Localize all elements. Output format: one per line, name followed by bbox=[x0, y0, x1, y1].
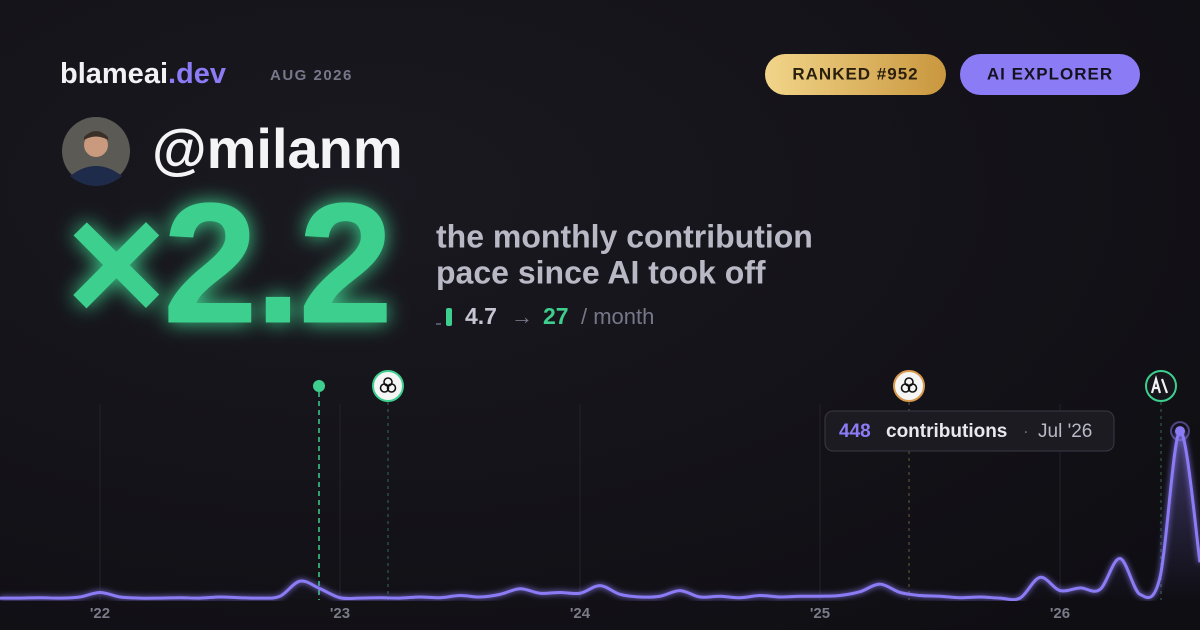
avatar bbox=[62, 117, 130, 186]
brand-tld: .dev bbox=[168, 58, 226, 90]
peak-point bbox=[1175, 426, 1185, 437]
stat-before: 4.7 bbox=[465, 303, 497, 329]
stat-arrow: → bbox=[511, 304, 533, 329]
event-dot bbox=[313, 380, 325, 392]
brand-name: blameai bbox=[60, 58, 168, 90]
tooltip-date: Jul '26 bbox=[1038, 421, 1092, 442]
explorer-badge-text: AI EXPLORER bbox=[987, 64, 1113, 83]
rank-badge-text: RANKED #952 bbox=[792, 64, 918, 83]
line-chart: 448 contributions · Jul '26 bbox=[0, 410, 1200, 601]
trend-icon bbox=[446, 308, 452, 326]
event-markers bbox=[313, 370, 1177, 600]
brand: blameai.dev bbox=[60, 58, 226, 90]
stat-after: 27 bbox=[543, 303, 569, 329]
x-tick-label: '22 bbox=[90, 605, 110, 622]
rank-badge bbox=[765, 54, 946, 95]
openai-glyph bbox=[900, 377, 918, 393]
trend-icon bbox=[436, 323, 441, 325]
caption-line: the monthly contribution bbox=[436, 218, 813, 254]
anthropic-icon bbox=[1145, 370, 1177, 402]
x-tick-label: '23 bbox=[330, 605, 350, 622]
tooltip-label: contributions bbox=[886, 421, 1007, 442]
x-tick-label: '24 bbox=[570, 605, 591, 622]
peak-halo bbox=[1170, 421, 1190, 442]
tooltip-box bbox=[824, 410, 1115, 452]
multiplier: ×2.2 bbox=[66, 167, 390, 359]
anthropic-glyph bbox=[1150, 374, 1169, 394]
x-tick-label: '26 bbox=[1050, 605, 1070, 622]
caption-line: pace since AI took off bbox=[436, 254, 766, 290]
tooltip: 448 contributions · Jul '26 bbox=[824, 410, 1115, 452]
openai-glyph bbox=[379, 377, 397, 393]
stat-unit: / month bbox=[581, 304, 654, 329]
plot bbox=[0, 429, 1200, 601]
x-tick-label: '25 bbox=[810, 605, 830, 622]
line bbox=[0, 429, 1200, 601]
handle: @milanm bbox=[152, 117, 403, 180]
tooltip-separator: · bbox=[1023, 421, 1029, 440]
period: AUG 2026 bbox=[270, 67, 353, 84]
explorer-badge bbox=[960, 54, 1140, 95]
tooltip-value: 448 bbox=[839, 421, 871, 442]
